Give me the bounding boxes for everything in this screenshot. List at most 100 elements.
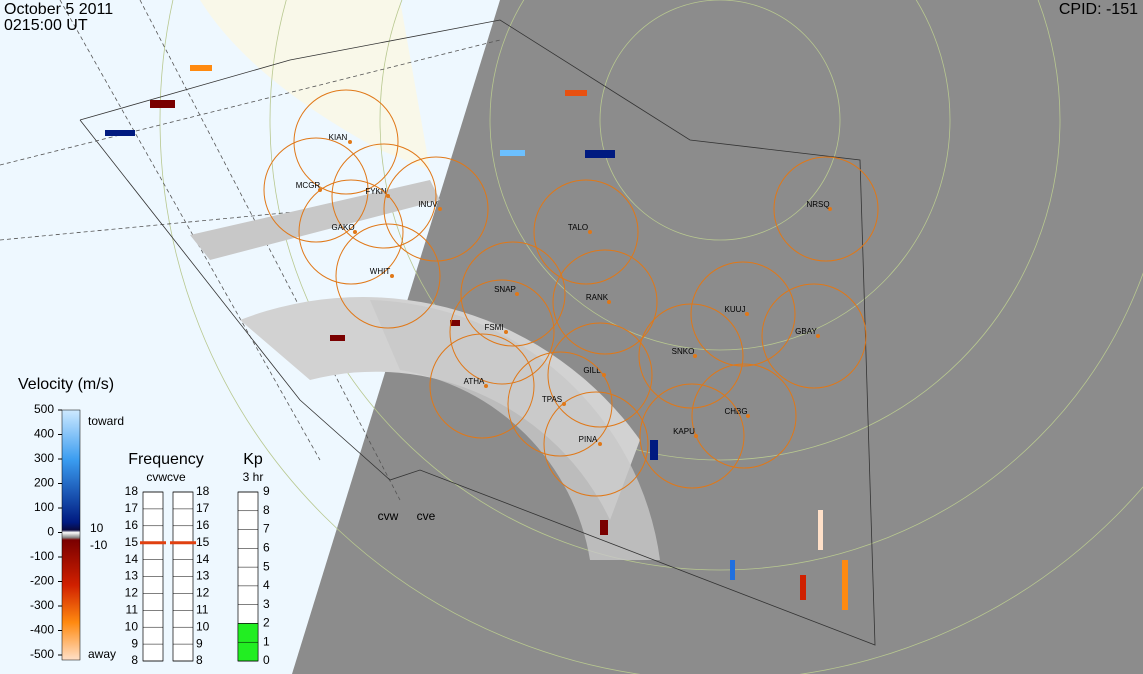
station-circle <box>547 322 653 428</box>
kp-tick-label: 9 <box>263 484 270 498</box>
station-circle <box>691 363 797 469</box>
station-label: FYKN <box>365 187 387 196</box>
velocity-tick-label: -400 <box>30 623 54 637</box>
station-label: GAKO <box>331 223 354 232</box>
station-dot <box>515 292 519 296</box>
frequency-tick-label: 9 <box>131 636 138 650</box>
station-circle <box>638 303 744 409</box>
frequency-tick-label: 16 <box>125 518 139 532</box>
frequency-tick-label: 10 <box>125 619 139 633</box>
kp-tick-label: 2 <box>263 616 270 630</box>
toward-label: toward <box>88 414 124 428</box>
station-dot <box>828 207 832 211</box>
station-dot <box>504 330 508 334</box>
station-label: RANK <box>586 293 609 302</box>
station-dot <box>745 312 749 316</box>
radar-fan-cvw <box>240 297 640 520</box>
station-dot <box>607 300 611 304</box>
station-dot <box>484 384 488 388</box>
frequency-tick-label: 15 <box>125 535 139 549</box>
frequency-tick-label: 14 <box>125 552 139 566</box>
station-circle <box>331 143 437 249</box>
frequency-tick-label: 8 <box>131 653 138 667</box>
station-dot <box>588 230 592 234</box>
station-label: ATHA <box>464 377 485 386</box>
kp-tick-label: 5 <box>263 559 270 573</box>
station-label: TALO <box>568 223 588 232</box>
kp-tick-label: 3 <box>263 597 270 611</box>
station-circle <box>639 383 745 489</box>
frequency-tick-label: 13 <box>196 569 210 583</box>
fov-outline <box>79 19 876 646</box>
station-dot <box>348 140 352 144</box>
station-dot <box>694 434 698 438</box>
station-label: SNKO <box>672 347 695 356</box>
station-label: GILL <box>583 366 601 375</box>
kp-tick-label: 6 <box>263 541 270 555</box>
velocity-colorbar <box>61 409 81 661</box>
station-label: WHIT <box>370 267 391 276</box>
stations: KIAN MCGR FYKN INUV GAKO TALO WHIT SNAP RANK KUUJ… <box>263 89 879 497</box>
frequency-tick-label: 17 <box>196 501 210 515</box>
station-circle <box>293 89 399 195</box>
velocity-title: Velocity (m/s) <box>18 376 114 393</box>
station-dot <box>816 334 820 338</box>
station-label: GBAY <box>795 327 817 336</box>
station-circle <box>773 156 879 262</box>
kp-tick-label: 7 <box>263 522 270 536</box>
station-dot <box>598 442 602 446</box>
station-label: MCGR <box>296 181 321 190</box>
kp-title: Kp <box>243 451 263 468</box>
station-circle <box>533 179 639 285</box>
station-label: KUUJ <box>725 305 746 314</box>
velocity-tick-label: 400 <box>34 427 54 441</box>
station-circle <box>761 283 867 389</box>
kp-tick-label: 0 <box>263 653 270 667</box>
land <box>200 0 430 170</box>
deadband-label: -10 <box>90 538 108 552</box>
frequency-tick-label: 16 <box>196 518 210 532</box>
kp-tick-label: 1 <box>263 634 270 648</box>
station-circle <box>507 351 613 457</box>
station-label: CHBG <box>724 407 747 416</box>
night-side <box>292 0 1143 674</box>
station-label: FSMI <box>484 323 503 332</box>
station-dot <box>693 354 697 358</box>
frequency-tick-label: 18 <box>125 484 139 498</box>
velocity-tick-label: -300 <box>30 598 54 612</box>
frequency-tick-label: 11 <box>126 602 139 616</box>
radar-fan-north <box>190 180 440 260</box>
time: 0215:00 UT <box>4 17 88 34</box>
station-circle <box>552 249 658 355</box>
frequency-subtitle: cvwcve <box>146 470 186 484</box>
station-circle <box>460 241 566 347</box>
station-dot <box>562 402 566 406</box>
frequency-tick-label: 15 <box>196 535 210 549</box>
velocity-tick-label: 500 <box>34 402 54 416</box>
frequency-tick-label: 12 <box>125 586 139 600</box>
station-label: INUV <box>418 200 438 209</box>
station-label: PINA <box>579 435 598 444</box>
velocity-tick-label: 100 <box>34 500 54 514</box>
station-dot <box>438 207 442 211</box>
station-circle <box>298 179 404 285</box>
frequency-tick-label: 14 <box>196 552 210 566</box>
frequency-tick-label: 8 <box>196 653 203 667</box>
radar-label: cve <box>417 509 436 523</box>
kp-subtitle: 3 hr <box>243 470 264 484</box>
frequency-tick-label: 9 <box>196 636 203 650</box>
frequency-tick-label: 10 <box>196 619 210 633</box>
frequency-title: Frequency <box>128 451 204 468</box>
radar-label: cvw <box>378 509 399 523</box>
velocity-tick-label: -500 <box>30 647 54 661</box>
frequency-tick-label: 17 <box>125 501 139 515</box>
station-dot <box>353 230 357 234</box>
frequency-tick-label: 11 <box>196 602 209 616</box>
station-circle <box>690 261 796 367</box>
station-circle <box>449 279 555 385</box>
away-label: away <box>88 647 116 661</box>
frequency-tick-label: 12 <box>196 586 210 600</box>
velocity-tick-label: 200 <box>34 476 54 490</box>
frequency-tick-label: 18 <box>196 484 210 498</box>
